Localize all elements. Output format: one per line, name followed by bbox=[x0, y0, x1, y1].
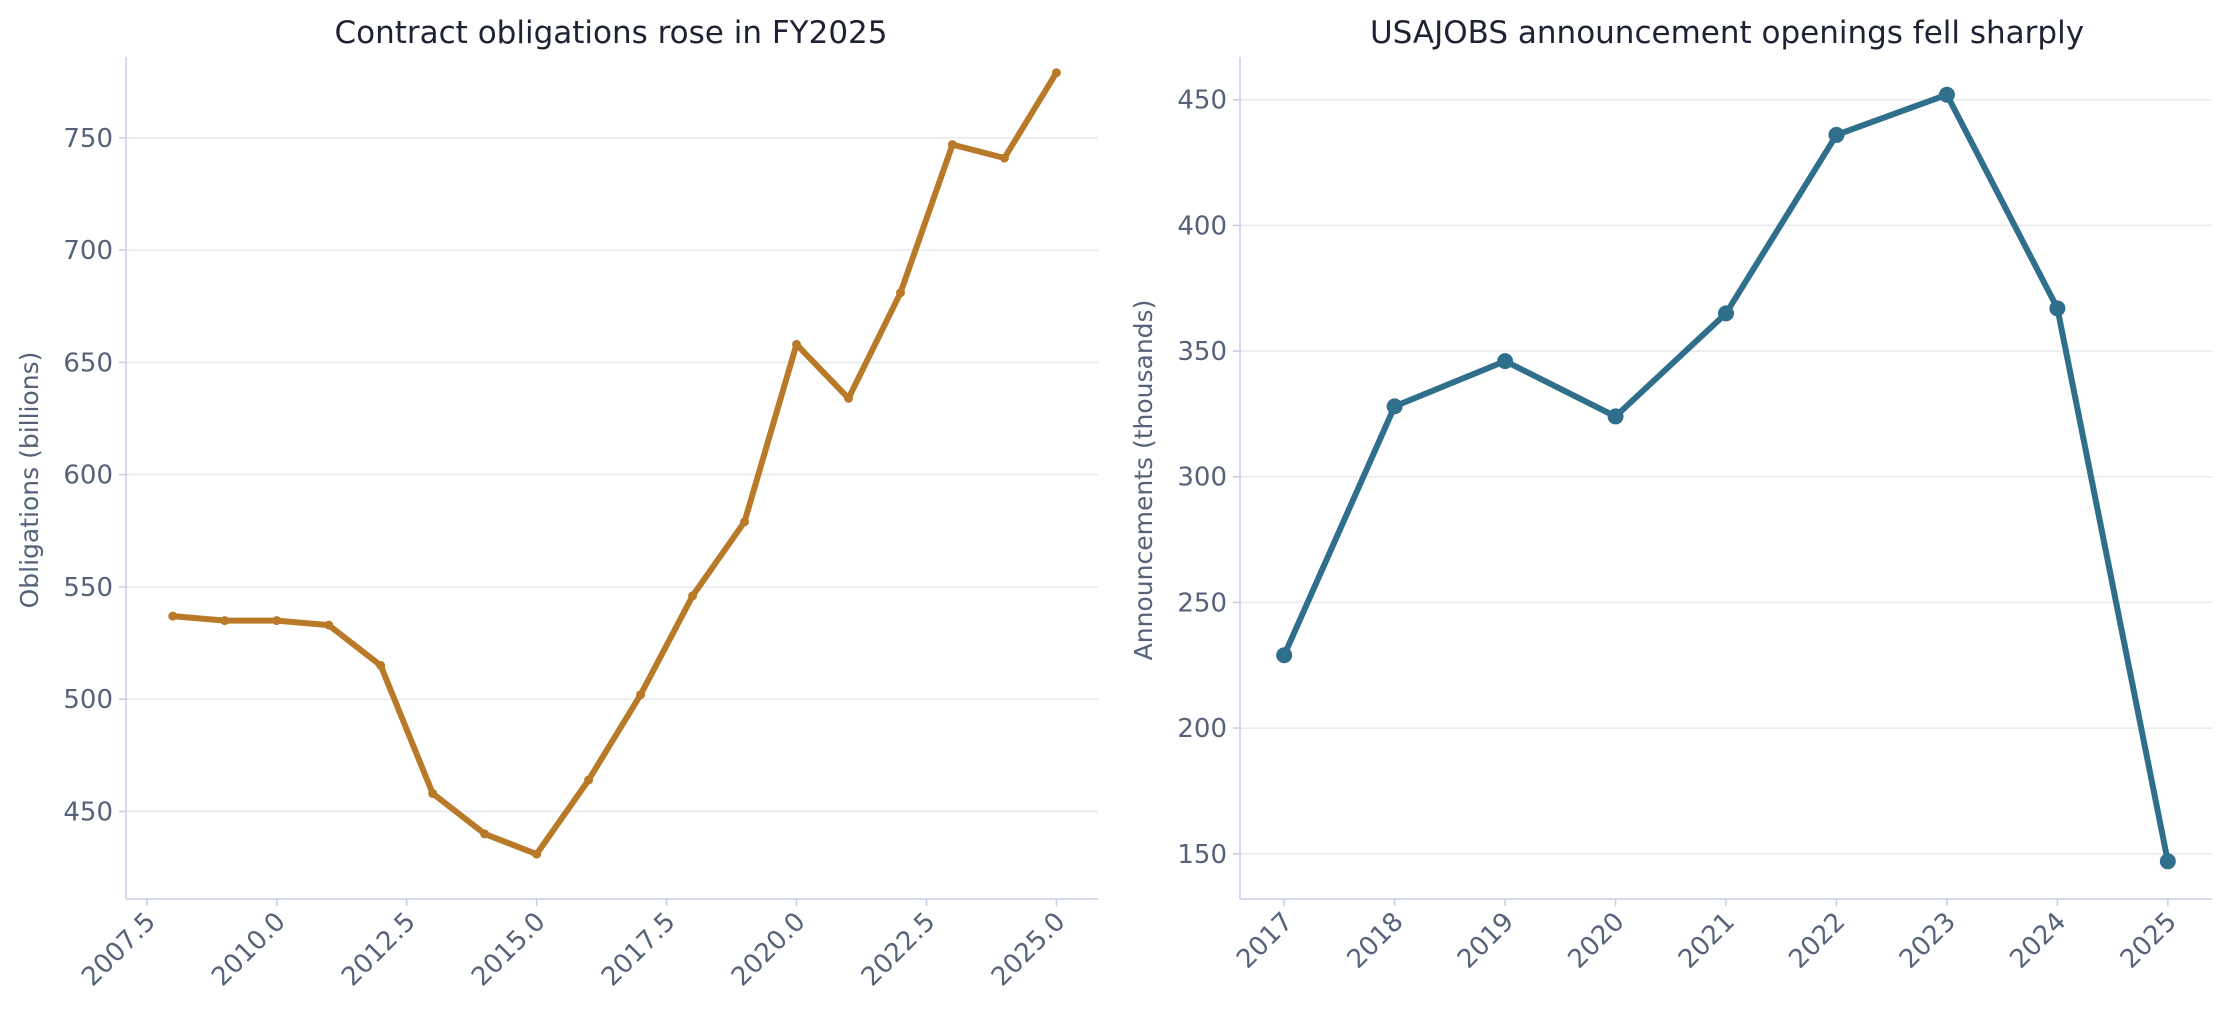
data-point bbox=[480, 829, 490, 839]
x-tick-label: 2021 bbox=[1673, 907, 1741, 975]
data-point bbox=[1276, 647, 1293, 664]
data-point bbox=[2049, 300, 2066, 317]
data-point bbox=[376, 660, 386, 670]
x-tick-label: 2020 bbox=[1562, 907, 1630, 975]
y-tick-label: 350 bbox=[1177, 337, 1227, 367]
data-point bbox=[895, 288, 905, 298]
data-point bbox=[220, 616, 230, 626]
x-tick-label: 2025.0 bbox=[986, 907, 1072, 993]
data-point bbox=[947, 140, 957, 150]
data-point bbox=[532, 849, 542, 859]
x-tick-label: 2010.0 bbox=[206, 907, 292, 993]
y-tick-label: 650 bbox=[63, 348, 113, 378]
data-point bbox=[1938, 86, 1955, 103]
data-point bbox=[1051, 68, 1061, 78]
x-tick-label: 2025 bbox=[2115, 907, 2183, 975]
chart-title: Contract obligations rose in FY2025 bbox=[334, 15, 887, 51]
data-point bbox=[2159, 853, 2176, 870]
series bbox=[1276, 86, 2176, 870]
x-tick-label: 2017 bbox=[1231, 907, 1299, 975]
y-tick-label: 600 bbox=[63, 461, 113, 491]
obligations-chart: Contract obligations rose in FY2025 Obli… bbox=[15, 15, 1098, 992]
x-tick-label: 2012.5 bbox=[336, 907, 422, 993]
y-tick-label: 400 bbox=[1177, 211, 1227, 241]
data-point bbox=[740, 517, 750, 527]
y-tick-label: 300 bbox=[1177, 463, 1227, 493]
data-point bbox=[1607, 408, 1624, 425]
data-point bbox=[272, 616, 282, 626]
y-tick-label: 200 bbox=[1177, 714, 1227, 744]
x-tick-label: 2024 bbox=[2004, 907, 2072, 975]
series bbox=[168, 68, 1061, 859]
data-point bbox=[1497, 353, 1514, 370]
x-tick-label: 2007.5 bbox=[76, 907, 162, 993]
data-point bbox=[688, 591, 698, 601]
data-point bbox=[636, 690, 646, 700]
data-point bbox=[999, 153, 1009, 163]
y-tick-label: 450 bbox=[63, 797, 113, 827]
x-tick-label: 2018 bbox=[1342, 907, 1410, 975]
data-point bbox=[844, 393, 854, 403]
x-tick-label: 2017.5 bbox=[596, 907, 682, 993]
x-tick-label: 2022.5 bbox=[856, 907, 942, 993]
data-point bbox=[324, 620, 334, 630]
data-point bbox=[584, 775, 594, 785]
y-tick-label: 750 bbox=[63, 124, 113, 154]
y-tick-label: 550 bbox=[63, 573, 113, 603]
series-line bbox=[169, 69, 1060, 858]
y-tick-label: 450 bbox=[1177, 86, 1227, 116]
data-point bbox=[1718, 305, 1734, 322]
y-tick-label: 150 bbox=[1177, 840, 1227, 870]
y-tick-label: 500 bbox=[63, 685, 113, 715]
x-tick-label: 2019 bbox=[1452, 907, 1520, 975]
gridlines bbox=[1240, 98, 2212, 855]
y-tick-label: 250 bbox=[1177, 588, 1227, 618]
chart-title: USAJOBS announcement openings fell sharp… bbox=[1370, 15, 2084, 51]
data-point bbox=[168, 611, 178, 621]
gridlines bbox=[126, 137, 1098, 813]
data-point bbox=[1386, 398, 1403, 415]
x-tick-label: 2022 bbox=[1783, 907, 1851, 975]
ticks: 450 500 550 600 650 700 750 2007.5 2010.0 2012.5 2… bbox=[63, 124, 1071, 992]
x-tick-label: 2023 bbox=[1894, 907, 1962, 975]
data-point bbox=[428, 788, 438, 798]
x-tick-label: 2020.0 bbox=[726, 907, 812, 993]
x-tick-label: 2015.0 bbox=[466, 907, 552, 993]
data-point bbox=[792, 339, 802, 349]
ticks: 150 200 250 300 350 400 450 2017 2018 2019 2020 202… bbox=[1177, 86, 2182, 975]
series-line bbox=[1281, 91, 2171, 865]
y-axis-label: Announcements (thousands) bbox=[1129, 300, 1158, 661]
y-axis-label: Obligations (billions) bbox=[15, 352, 44, 609]
y-tick-label: 700 bbox=[63, 236, 113, 266]
announcements-chart: USAJOBS announcement openings fell sharp… bbox=[1129, 15, 2212, 975]
data-point bbox=[1828, 126, 1845, 143]
